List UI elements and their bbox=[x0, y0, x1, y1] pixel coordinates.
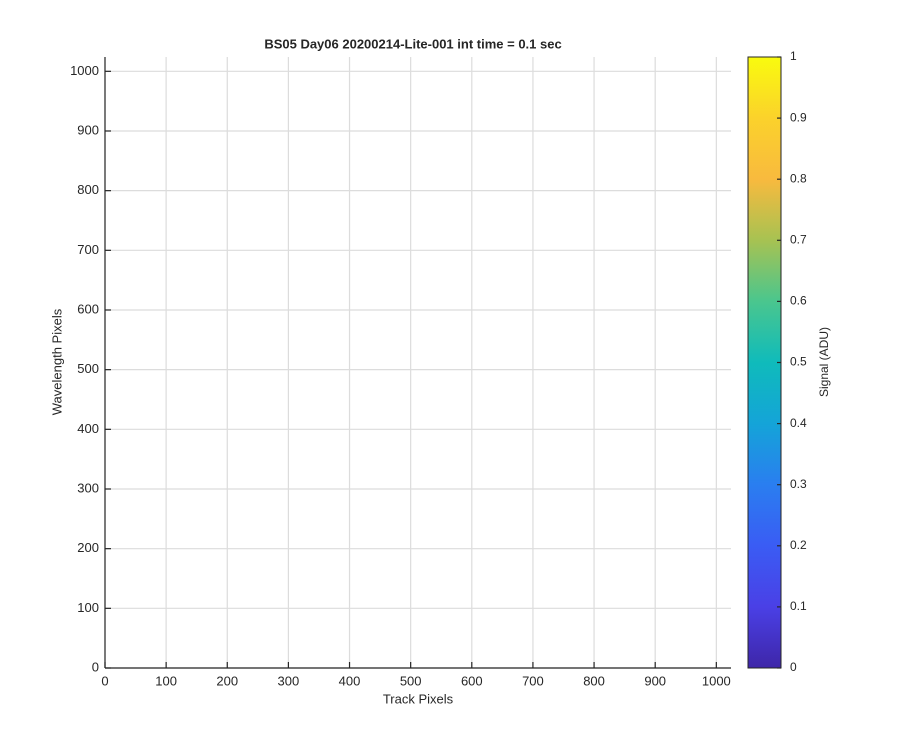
y-tick-label: 1000 bbox=[70, 63, 99, 78]
x-axis-label: Track Pixels bbox=[383, 691, 454, 706]
y-tick-label: 900 bbox=[77, 122, 99, 137]
y-tick-label: 700 bbox=[77, 242, 99, 257]
y-tick-label: 300 bbox=[77, 480, 99, 495]
x-tick-label: 700 bbox=[522, 673, 544, 688]
colorbar-tick-label: 0.2 bbox=[790, 538, 807, 552]
colorbar-tick-label: 0.4 bbox=[790, 416, 807, 430]
colorbar-tick-label: 0.3 bbox=[790, 477, 807, 491]
x-tick-label: 1000 bbox=[702, 673, 731, 688]
colorbar-tick-label: 0.8 bbox=[790, 171, 807, 185]
y-tick-label: 200 bbox=[77, 540, 99, 555]
chart-title: BS05 Day06 20200214-Lite-001 int time = … bbox=[264, 36, 561, 51]
x-tick-label: 100 bbox=[155, 673, 177, 688]
x-tick-label: 900 bbox=[644, 673, 666, 688]
colorbar-tick-label: 0.9 bbox=[790, 110, 807, 124]
colorbar-tick-label: 0.1 bbox=[790, 599, 807, 613]
x-tick-label: 600 bbox=[461, 673, 483, 688]
y-tick-label: 0 bbox=[92, 659, 99, 674]
x-tick-label: 0 bbox=[101, 673, 108, 688]
colorbar-tick-label: 0.6 bbox=[790, 294, 807, 308]
x-tick-label: 500 bbox=[400, 673, 422, 688]
y-tick-label: 600 bbox=[77, 301, 99, 316]
x-tick-label: 300 bbox=[278, 673, 300, 688]
x-tick-label: 400 bbox=[339, 673, 361, 688]
y-tick-label: 800 bbox=[77, 182, 99, 197]
colorbar bbox=[747, 56, 782, 669]
x-tick-label: 800 bbox=[583, 673, 605, 688]
colorbar-tick-label: 0.5 bbox=[790, 355, 807, 369]
colorbar-tick-label: 0 bbox=[790, 660, 797, 674]
x-tick-label: 200 bbox=[216, 673, 238, 688]
y-tick-label: 100 bbox=[77, 600, 99, 615]
y-tick-label: 500 bbox=[77, 361, 99, 376]
colorbar-tick-label: 1 bbox=[790, 49, 797, 63]
y-axis-label: Wavelength Pixels bbox=[49, 308, 64, 415]
colorbar-label: Signal (ADU) bbox=[817, 327, 831, 397]
colorbar-tick-label: 0.7 bbox=[790, 232, 807, 246]
y-tick-label: 400 bbox=[77, 421, 99, 436]
